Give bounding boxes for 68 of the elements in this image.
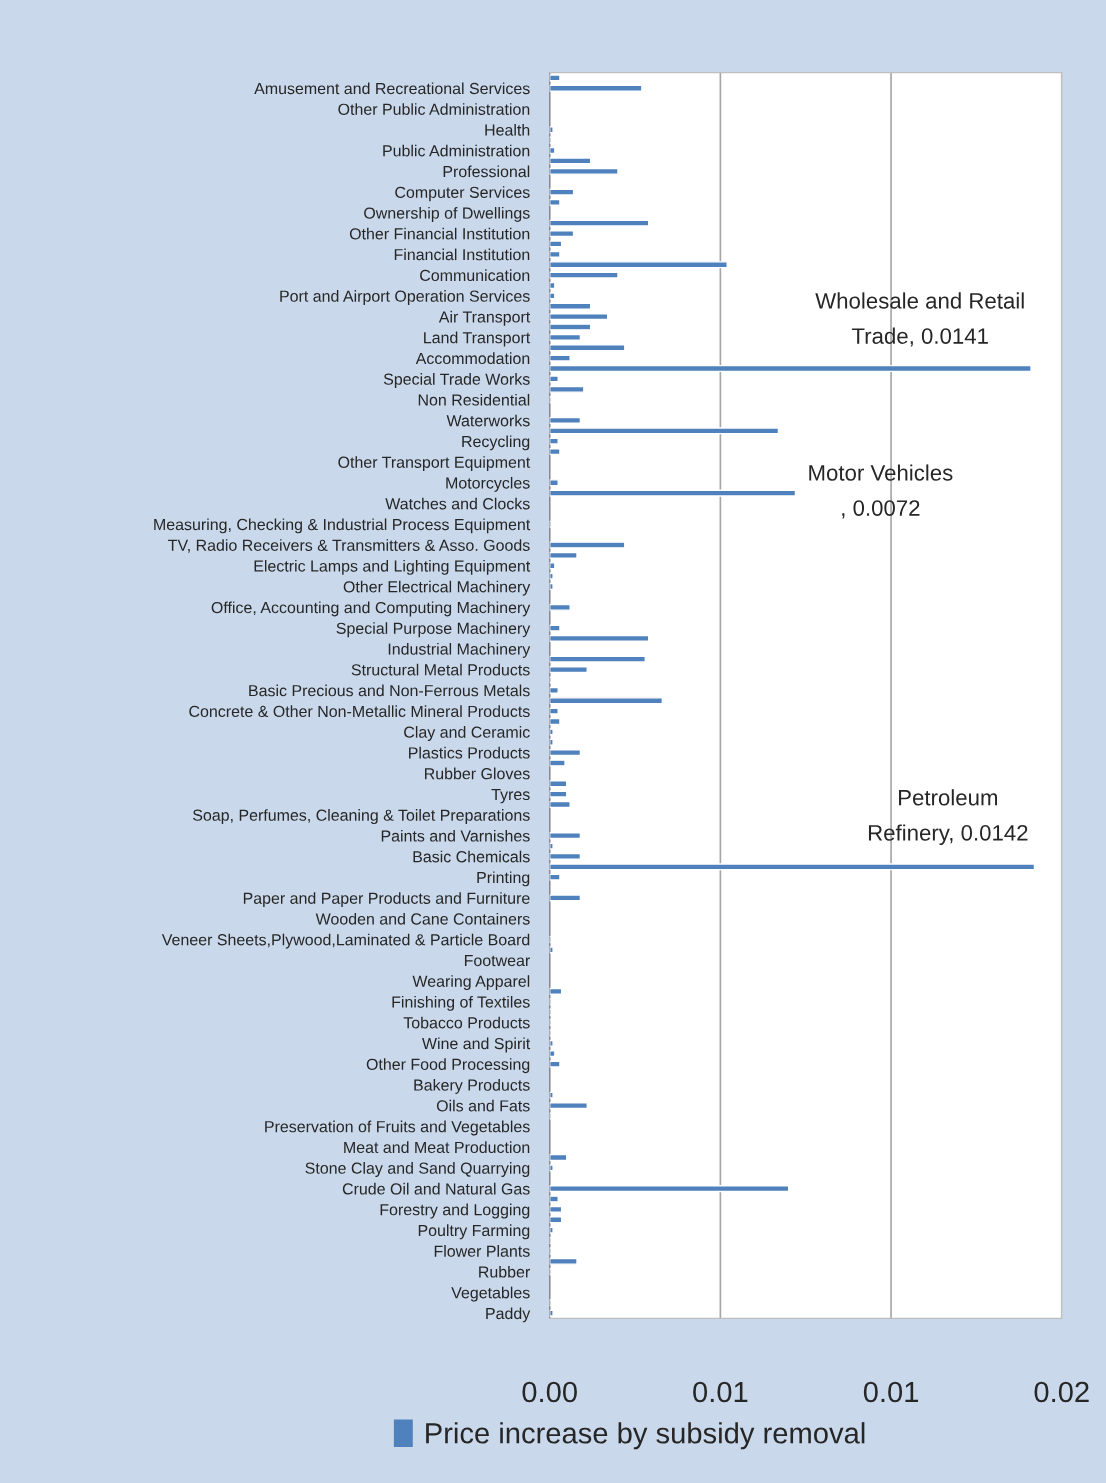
- x-tick-label: 0.00: [522, 1381, 577, 1403]
- y-tick-label: Ownership of Dwellings: [364, 207, 530, 222]
- y-tick-label: Tyres: [491, 788, 530, 804]
- y-tick-label: TV, Radio Receivers & Transmitters & Asso. Goods: [168, 539, 530, 553]
- y-tick-label: Special Trade Works: [383, 373, 530, 389]
- y-tick-label: Recycling: [462, 435, 530, 451]
- y-tick-label: Poultry Farming: [418, 1224, 530, 1240]
- y-tick-label: Finishing of Textiles: [392, 995, 530, 1011]
- y-tick-label: Flower Plants: [434, 1245, 530, 1257]
- legend-label: Price increase by subsidy removal: [426, 1422, 865, 1450]
- y-tick-label: Rubber Gloves: [425, 767, 530, 780]
- y-tick-label: Communication: [420, 269, 530, 282]
- x-tick-label: 0.01: [693, 1381, 748, 1403]
- y-tick-label: Structural Metal Products: [351, 663, 530, 676]
- y-tick-label: Non Residential: [418, 393, 530, 406]
- y-tick-label: Paints and Varnishes: [381, 829, 530, 842]
- y-tick-label: Clay and Ceramic: [404, 726, 530, 741]
- y-tick-label: Rubber: [479, 1265, 530, 1278]
- y-tick-label: Public Administration: [383, 144, 530, 157]
- y-tick-label: Basic Precious and Non-Ferrous Metals: [249, 684, 530, 697]
- y-tick-label: Other Food Processing: [366, 1058, 530, 1074]
- y-tick-label: Port and Airport Operation Services: [280, 290, 530, 305]
- y-tick-label: Soap, Perfumes, Cleaning & Toilet Preparations: [193, 809, 530, 825]
- y-tick-label: Other Electrical Machinery: [343, 580, 531, 596]
- y-tick-label: Basic Chemicals: [413, 850, 530, 863]
- y-tick-label: Printing: [477, 871, 530, 887]
- y-tick-label: Paddy: [486, 1307, 531, 1323]
- y-tick-label: Wine and Spirit: [422, 1037, 531, 1053]
- y-tick-label: Paper and Paper Products and Furniture: [243, 892, 530, 908]
- y-tick-label: Crude Oil and Natural Gas: [342, 1182, 530, 1195]
- y-tick-label: Plastics Products: [409, 746, 530, 759]
- y-tick-label: Accommodation: [415, 352, 530, 365]
- y-tick-label: Wearing Apparel: [412, 975, 530, 991]
- y-tick-label: Professional: [443, 165, 530, 178]
- annotation: Wholesale and Retail Trade, 0.0141: [815, 292, 1024, 347]
- y-tick-label: Special Purpose Machinery: [336, 622, 531, 638]
- y-tick-label: Measuring, Checking & Industrial Process Equipment: [154, 518, 531, 534]
- y-tick-label: Wooden and Cane Containers: [315, 912, 530, 925]
- y-tick-label: Tobacco Products: [403, 1016, 530, 1029]
- y-tick-label: Amusement and Recreational Services: [254, 82, 530, 95]
- y-tick-label: Land Transport: [424, 331, 531, 347]
- y-tick-label: Preservation of Fruits and Vegetables: [265, 1120, 530, 1136]
- annotation: Motor Vehicles , 0.0072: [809, 464, 953, 519]
- y-tick-label: Meat and Meat Production: [344, 1141, 530, 1154]
- y-tick-label: Bakery Products: [414, 1079, 530, 1094]
- y-tick-label: Industrial Machinery: [388, 643, 531, 658]
- y-tick-label: Veneer Sheets,Plywood,Laminated & Particle Board: [161, 933, 530, 949]
- annotation: Petroleum Refinery, 0.0142: [868, 789, 1028, 846]
- y-tick-label: Oils and Fats: [436, 1099, 530, 1112]
- y-tick-label: Financial Institution: [394, 248, 530, 261]
- y-tick-label: Office, Accounting and Computing Machinery: [211, 601, 531, 617]
- y-tick-label: Computer Services: [395, 186, 530, 202]
- y-tick-label: Vegetables: [451, 1286, 530, 1302]
- y-tick-label: Stone Clay and Sand Quarrying: [305, 1162, 530, 1177]
- y-tick-label: Other Public Administration: [338, 103, 530, 115]
- y-tick-label: Motorcycles: [446, 476, 530, 492]
- x-tick-label: 0.02: [1034, 1381, 1089, 1403]
- x-tick-label: 0.01: [863, 1381, 919, 1403]
- y-tick-label: Air Transport: [438, 310, 531, 326]
- y-tick-label: Other Transport Equipment: [338, 456, 531, 472]
- y-tick-label: Forestry and Logging: [380, 1203, 530, 1219]
- y-tick-label: Health: [485, 123, 530, 136]
- y-tick-label: Waterworks: [446, 414, 530, 427]
- y-tick-label: Watches and Clocks: [385, 497, 530, 510]
- y-tick-label: Concrete & Other Non-Metallic Mineral Products: [189, 705, 530, 718]
- y-tick-label: Footwear: [464, 955, 530, 967]
- y-tick-label: Electric Lamps and Lighting Equipment: [254, 559, 531, 575]
- y-tick-label: Other Financial Institution: [349, 227, 530, 240]
